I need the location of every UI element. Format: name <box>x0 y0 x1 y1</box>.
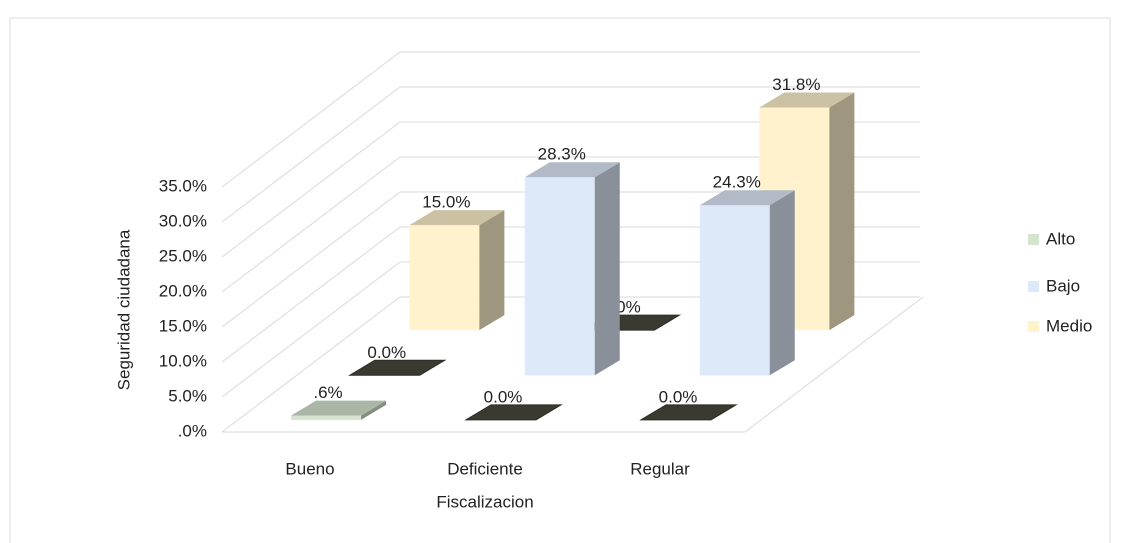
bar-top <box>291 400 387 416</box>
bar <box>347 359 447 376</box>
bar-front <box>524 177 595 376</box>
data-label: 0.0% <box>659 387 698 406</box>
x-tick-label: Bueno <box>285 459 334 478</box>
legend-label: Alto <box>1046 229 1075 248</box>
x-axis-label: Fiscalizacion <box>436 492 533 511</box>
bar-top <box>699 190 795 206</box>
legend-label: Medio <box>1046 316 1092 335</box>
bar-side <box>361 400 387 420</box>
y-tick-label: 25.0% <box>159 246 207 265</box>
data-label: 24.3% <box>713 173 761 192</box>
y-tick-label: 10.0% <box>159 351 207 370</box>
bar-top <box>464 404 563 421</box>
grid-line <box>221 51 401 188</box>
bar-top <box>524 162 620 178</box>
bar-front <box>409 225 480 331</box>
bar-top <box>759 92 855 108</box>
data-label: 28.3% <box>538 145 586 164</box>
bar-side <box>769 190 795 376</box>
bar-top <box>639 404 738 421</box>
legend-swatch <box>1028 321 1039 332</box>
grid-line <box>221 296 401 433</box>
data-label: 0.0% <box>484 387 523 406</box>
legend-swatch <box>1028 234 1039 245</box>
bar <box>291 400 387 420</box>
data-label: 15.0% <box>422 193 470 212</box>
bar-top <box>347 359 447 376</box>
bar <box>409 210 505 331</box>
bar-top <box>409 210 505 226</box>
legend-label: Bajo <box>1046 276 1080 295</box>
bar <box>464 404 563 421</box>
x-tick-label: Regular <box>630 459 690 478</box>
y-axis-label: Seguridad ciudadana <box>114 229 133 390</box>
y-tick-label: 15.0% <box>159 316 207 335</box>
chart-frame <box>9 17 1111 543</box>
grid-line <box>221 226 401 363</box>
y-tick-label: 20.0% <box>159 281 207 300</box>
grid-line <box>221 191 401 328</box>
data-label: 31.8% <box>772 75 820 94</box>
data-label: .6% <box>313 383 342 402</box>
y-tick-label: .0% <box>178 421 207 440</box>
bar-side <box>479 210 505 331</box>
bar-side <box>594 162 620 376</box>
y-tick-label: 35.0% <box>159 176 207 195</box>
x-tick-label: Deficiente <box>447 459 523 478</box>
grid-line <box>221 156 401 293</box>
bar <box>639 404 738 421</box>
grid-line <box>221 86 401 223</box>
data-label: 0.0% <box>367 343 406 362</box>
y-tick-label: 5.0% <box>168 386 207 405</box>
legend-swatch <box>1028 281 1039 292</box>
bar-side <box>829 92 855 331</box>
bar <box>524 162 620 376</box>
y-tick-label: 30.0% <box>159 211 207 230</box>
bar-front <box>291 415 362 420</box>
floor-right <box>744 296 924 433</box>
grid-line <box>221 121 401 258</box>
bar-front <box>699 205 770 376</box>
grid-line <box>221 261 401 398</box>
bar <box>699 190 795 376</box>
